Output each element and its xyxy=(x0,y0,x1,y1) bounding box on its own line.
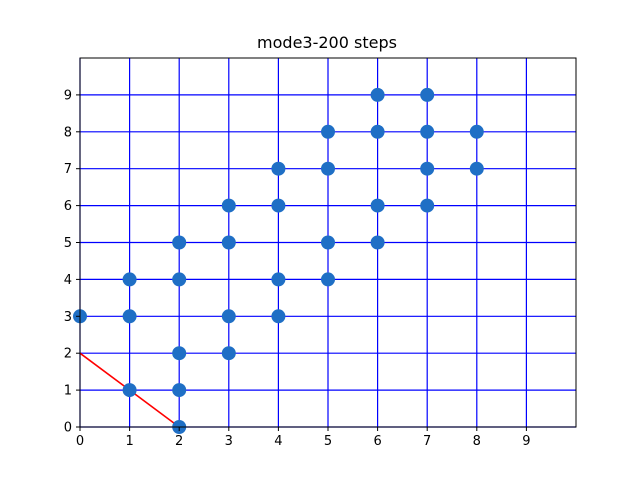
y-tick-label: 9 xyxy=(64,88,72,103)
chart-title: mode3-200 steps xyxy=(257,33,397,52)
data-point xyxy=(271,272,286,287)
data-point xyxy=(221,309,236,324)
y-tick-label: 4 xyxy=(64,273,72,288)
data-point xyxy=(469,124,484,139)
x-tick-label: 1 xyxy=(125,434,133,449)
y-tick-label: 6 xyxy=(64,199,72,214)
data-point xyxy=(271,309,286,324)
data-point xyxy=(122,309,137,324)
y-tick-label: 3 xyxy=(64,310,72,325)
data-point xyxy=(370,87,385,102)
y-tick-label: 2 xyxy=(64,347,72,362)
y-tick-label: 5 xyxy=(64,236,72,251)
data-point xyxy=(321,124,335,139)
data-point xyxy=(321,161,335,176)
data-point xyxy=(420,161,435,176)
data-point xyxy=(469,161,484,176)
data-point xyxy=(122,383,137,398)
x-tick-label: 3 xyxy=(225,434,233,449)
data-point xyxy=(370,198,385,213)
x-tick-label: 8 xyxy=(473,434,481,449)
y-tick-label: 7 xyxy=(64,162,72,177)
x-tick-label: 0 xyxy=(76,434,84,449)
data-point xyxy=(370,235,385,250)
data-point xyxy=(122,272,137,287)
data-points xyxy=(73,87,484,434)
data-point xyxy=(172,346,187,361)
data-point xyxy=(221,346,236,361)
data-point xyxy=(221,198,236,213)
x-tick-label: 2 xyxy=(175,434,183,449)
x-tick-label: 9 xyxy=(522,434,530,449)
y-tick-label: 0 xyxy=(64,421,72,436)
x-tick-label: 5 xyxy=(324,434,332,449)
x-tick-label: 4 xyxy=(274,434,282,449)
data-point xyxy=(321,272,335,287)
axis-ticks: 0 1 2 3 4 5 6 7 8 9 0 1 2 3 4 5 6 7 8 9 xyxy=(64,88,531,449)
data-point xyxy=(271,198,286,213)
data-point xyxy=(420,124,435,139)
data-point xyxy=(221,235,236,250)
y-tick-label: 1 xyxy=(64,384,72,399)
data-point xyxy=(420,198,435,213)
x-tick-label: 6 xyxy=(373,434,381,449)
x-tick-label: 7 xyxy=(423,434,431,449)
data-point xyxy=(172,272,187,287)
y-tick-label: 8 xyxy=(64,125,72,140)
data-point xyxy=(172,235,187,250)
data-point xyxy=(370,124,385,139)
data-point xyxy=(172,383,187,398)
data-point xyxy=(271,161,286,176)
data-point xyxy=(420,87,435,102)
data-point xyxy=(321,235,335,250)
